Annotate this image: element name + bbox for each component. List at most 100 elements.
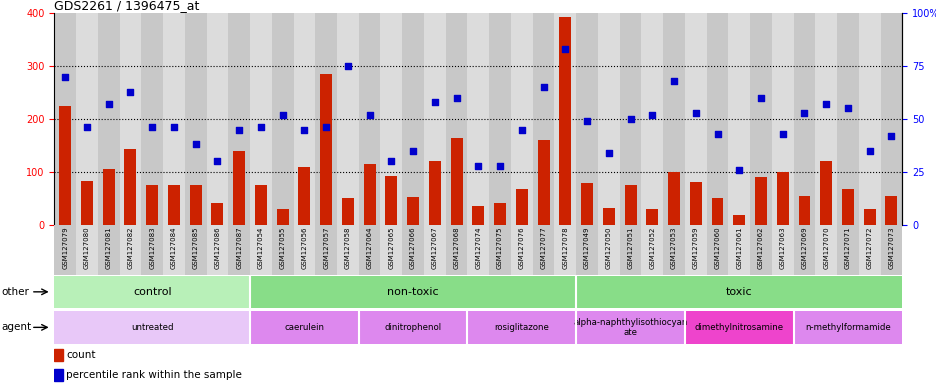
Point: [665, 78, 680, 84]
Bar: [124, 149, 137, 225]
Bar: [537, 140, 548, 225]
Point: [883, 133, 898, 139]
Point: [579, 118, 594, 124]
Bar: [641, 225, 663, 275]
Point: [405, 148, 420, 154]
Bar: [250, 13, 271, 225]
Bar: [602, 208, 614, 225]
Bar: [858, 13, 880, 225]
Bar: [706, 225, 727, 275]
Text: GSM127055: GSM127055: [279, 226, 285, 268]
Text: GSM127051: GSM127051: [627, 226, 633, 269]
Bar: [467, 13, 489, 225]
Text: GSM127070: GSM127070: [823, 226, 828, 269]
Text: GSM127052: GSM127052: [649, 226, 654, 268]
Bar: [380, 225, 402, 275]
Bar: [163, 225, 184, 275]
Text: toxic: toxic: [725, 287, 752, 297]
Bar: [597, 225, 619, 275]
Text: GSM127054: GSM127054: [257, 226, 264, 268]
Bar: [54, 349, 63, 361]
Bar: [663, 13, 684, 225]
Point: [644, 112, 659, 118]
Text: rosiglitazone: rosiglitazone: [494, 323, 548, 332]
Bar: [76, 225, 97, 275]
Bar: [54, 13, 76, 225]
Point: [167, 124, 182, 131]
Bar: [363, 164, 375, 225]
Bar: [510, 225, 533, 275]
Bar: [337, 13, 358, 225]
Point: [492, 162, 507, 169]
Bar: [858, 225, 880, 275]
Text: GSM127087: GSM127087: [236, 226, 241, 269]
Bar: [168, 185, 180, 225]
Point: [818, 101, 833, 107]
Text: GSM127061: GSM127061: [736, 226, 741, 269]
Text: count: count: [66, 350, 95, 360]
Bar: [320, 74, 331, 225]
Text: GSM127084: GSM127084: [170, 226, 177, 269]
Bar: [689, 182, 701, 225]
Bar: [314, 13, 337, 225]
Bar: [76, 13, 97, 225]
Bar: [423, 225, 446, 275]
Bar: [793, 13, 814, 225]
Text: GSM127057: GSM127057: [323, 226, 329, 269]
Bar: [54, 369, 63, 381]
Bar: [472, 206, 484, 225]
Bar: [510, 13, 533, 225]
Bar: [250, 225, 271, 275]
Text: agent: agent: [2, 322, 32, 333]
Bar: [641, 13, 663, 225]
Bar: [841, 189, 853, 225]
Text: GSM127077: GSM127077: [540, 226, 546, 269]
Bar: [684, 311, 793, 344]
Point: [144, 124, 159, 131]
Point: [58, 74, 73, 80]
Bar: [619, 13, 641, 225]
Bar: [337, 225, 358, 275]
Bar: [141, 13, 163, 225]
Bar: [184, 13, 206, 225]
Bar: [293, 225, 314, 275]
Bar: [836, 13, 858, 225]
Bar: [402, 225, 423, 275]
Point: [622, 116, 637, 122]
Bar: [103, 169, 114, 225]
Bar: [255, 185, 267, 225]
Text: GSM127079: GSM127079: [62, 226, 68, 269]
Text: alpha-naphthylisothiocyan
ate: alpha-naphthylisothiocyan ate: [573, 318, 687, 337]
Point: [361, 112, 376, 118]
Bar: [228, 225, 250, 275]
Bar: [358, 311, 467, 344]
Bar: [559, 17, 571, 225]
Point: [601, 150, 616, 156]
Point: [774, 131, 789, 137]
Point: [253, 124, 268, 131]
Point: [210, 158, 225, 164]
Text: non-toxic: non-toxic: [387, 287, 438, 297]
Bar: [771, 13, 793, 225]
Text: GSM127063: GSM127063: [779, 226, 785, 269]
Bar: [54, 311, 250, 344]
Bar: [276, 209, 288, 225]
Bar: [271, 225, 293, 275]
Bar: [489, 225, 510, 275]
Text: GSM127049: GSM127049: [583, 226, 590, 269]
Point: [514, 127, 529, 133]
Bar: [293, 13, 314, 225]
Bar: [533, 225, 554, 275]
Text: GSM127071: GSM127071: [844, 226, 850, 269]
Text: GSM127076: GSM127076: [519, 226, 524, 269]
Bar: [189, 185, 201, 225]
Bar: [576, 311, 684, 344]
Text: GSM127060: GSM127060: [714, 226, 720, 269]
Bar: [342, 198, 354, 225]
Bar: [467, 311, 576, 344]
Bar: [54, 225, 76, 275]
Bar: [819, 161, 831, 225]
Bar: [212, 203, 223, 225]
Point: [427, 99, 442, 105]
Bar: [516, 189, 527, 225]
